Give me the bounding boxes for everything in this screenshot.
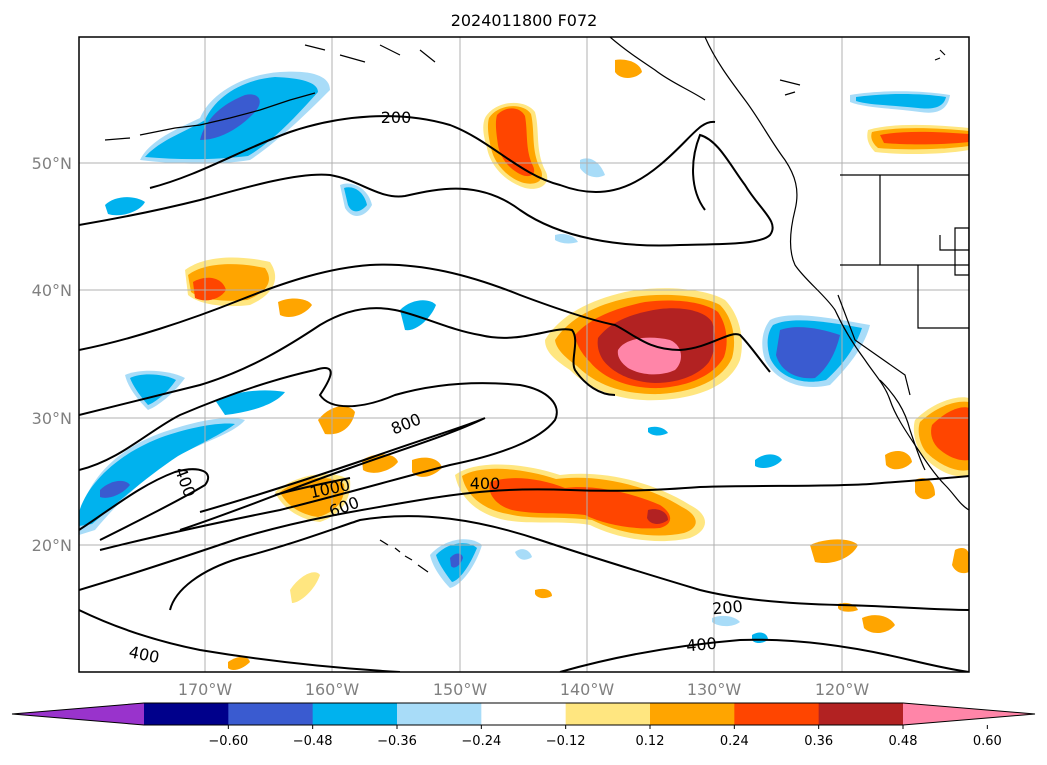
negative-region [344,187,367,212]
islands [104,44,946,573]
colorbar-segment [397,703,482,725]
colorbar-tick-label: −0.24 [461,734,501,749]
positive-region [318,406,355,435]
colorbar-segment [312,703,398,725]
negative-region [648,426,668,436]
negative-region [776,327,840,379]
negative-region [515,549,532,560]
positive-region [885,450,912,470]
colorbar-tick-label: 0.60 [973,734,1002,749]
negative-region [712,615,740,627]
colorbar-tick-label: −0.60 [208,734,248,749]
negative-region [400,300,436,331]
colorbar-segment [734,703,820,725]
lon-label: 170°W [178,680,233,699]
coastlines [609,37,969,511]
positive-region [615,59,642,78]
colorbar-tick-label: −0.48 [293,734,333,749]
colorbar-segment [228,703,314,725]
colorbar-extend-high [903,703,1035,725]
lat-label: 50°N [32,154,72,173]
negative-region [215,390,285,415]
map-frame [78,36,970,673]
positive-region [535,588,552,599]
colorbar-outline [11,702,1036,726]
colorbar-tick-label: 0.48 [889,734,918,749]
contour-label: 400 [685,634,717,656]
colorbar-segment [565,703,651,725]
contour-labels: 200 200 400 400 400 400 600 800 1000 [127,108,743,667]
positive-region [489,478,671,529]
colorbar-segment [144,703,229,725]
positive-region [880,131,969,145]
contour-label: 400 [470,474,501,493]
positive-region [290,572,320,603]
positive-region [647,509,668,524]
positive-region [362,454,398,473]
negative-region [856,94,946,109]
lon-label: 140°W [560,680,615,699]
colorbar-segment [650,703,735,725]
negative-region [200,94,260,140]
negative-region [555,233,578,244]
lon-label: 130°W [687,680,742,699]
contour-label: 200 [711,597,743,619]
negative-region [100,480,130,498]
colorbar-tick-label: 0.12 [636,734,665,749]
positive-region [495,108,535,177]
colorbar-extend-low [12,703,144,725]
positive-region [228,656,250,670]
lat-label: 40°N [32,281,72,300]
positive-region [193,277,226,301]
longitude-labels: 170°W 160°W 150°W 140°W 130°W 120°W [178,680,870,699]
colorbar-tick-label: −0.12 [546,734,586,749]
colorbar-segment [481,703,567,725]
lat-label: 30°N [32,409,72,428]
colorbar: −0.60 −0.48 −0.36 −0.24 −0.12 0.12 0.24 0.36 0.4… [11,702,1036,749]
negative-region [79,423,235,526]
colorbar-tick-label: 0.36 [804,734,833,749]
positive-region [617,337,682,375]
lon-label: 150°W [433,680,488,699]
lon-label: 120°W [815,680,870,699]
lon-label: 160°W [305,680,360,699]
positive-region [278,298,312,317]
positive-region [931,407,969,461]
latitude-labels: 50°N 40°N 30°N 20°N [32,154,72,555]
contours [79,115,969,672]
colorbar-tick-label: −0.36 [377,734,417,749]
negative-region [755,454,782,468]
negative-region [105,197,145,216]
contour-label: 200 [381,108,412,127]
lat-label: 20°N [32,536,72,555]
positive-region [952,548,969,574]
negative-region [130,374,176,405]
colorbar-tick-label: 0.24 [720,734,749,749]
positive-region [862,615,895,634]
positive-region [915,478,935,500]
map-layers: 200 200 400 400 400 400 600 800 1000 [79,37,969,672]
colorbar-segment [818,703,904,725]
map-title: 2024011800 F072 [451,11,598,30]
